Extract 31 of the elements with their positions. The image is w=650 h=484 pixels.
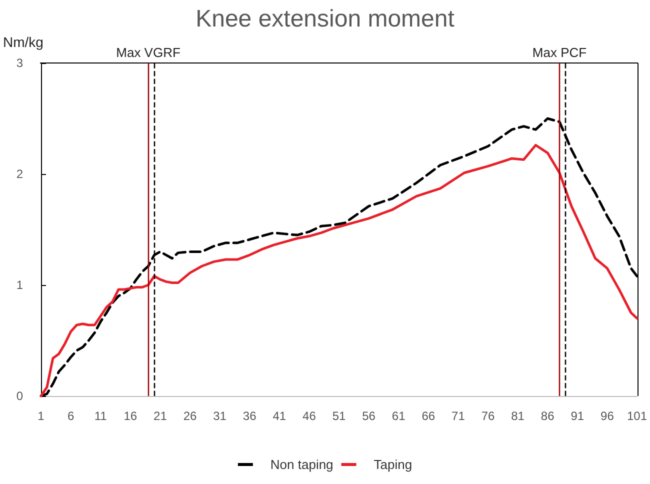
ref-line-label: Max VGRF (116, 45, 180, 60)
y-tick-label: 2 (16, 167, 24, 181)
legend-label: Taping (374, 457, 412, 472)
x-tick-label: 81 (511, 409, 525, 423)
x-tick-label: 91 (570, 409, 584, 423)
x-tick-label: 1 (38, 409, 45, 423)
x-tick-label: 76 (481, 409, 495, 423)
x-tick-label: 86 (540, 409, 555, 423)
x-tick-label: 21 (154, 409, 168, 423)
x-tick-label: 66 (422, 409, 436, 423)
x-tick-label: 11 (94, 409, 108, 423)
x-tick-label: 61 (392, 409, 406, 423)
x-tick-label: 26 (183, 409, 197, 423)
x-tick-label: 36 (242, 409, 257, 423)
x-tick-label: 16 (124, 409, 138, 423)
x-tick-label: 31 (213, 409, 227, 423)
x-tick-label: 96 (600, 409, 614, 423)
x-tick-label: 46 (302, 409, 316, 423)
legend-label: Non taping (270, 457, 334, 472)
x-tick-label: 71 (452, 409, 466, 423)
chart-title: Knee extension moment (196, 6, 455, 32)
x-tick-label: 41 (272, 409, 286, 423)
y-tick-label: 1 (16, 278, 24, 292)
x-tick-label: 101 (626, 409, 648, 423)
x-tick-label: 6 (67, 409, 74, 423)
y-tick-label: 0 (16, 389, 24, 403)
x-tick-label: 56 (362, 409, 376, 423)
y-axis-title: Nm/kg (3, 34, 44, 50)
ref-line-label: Max PCF (532, 45, 587, 60)
x-tick-label: 51 (332, 409, 346, 423)
y-tick-label: 3 (16, 56, 24, 70)
